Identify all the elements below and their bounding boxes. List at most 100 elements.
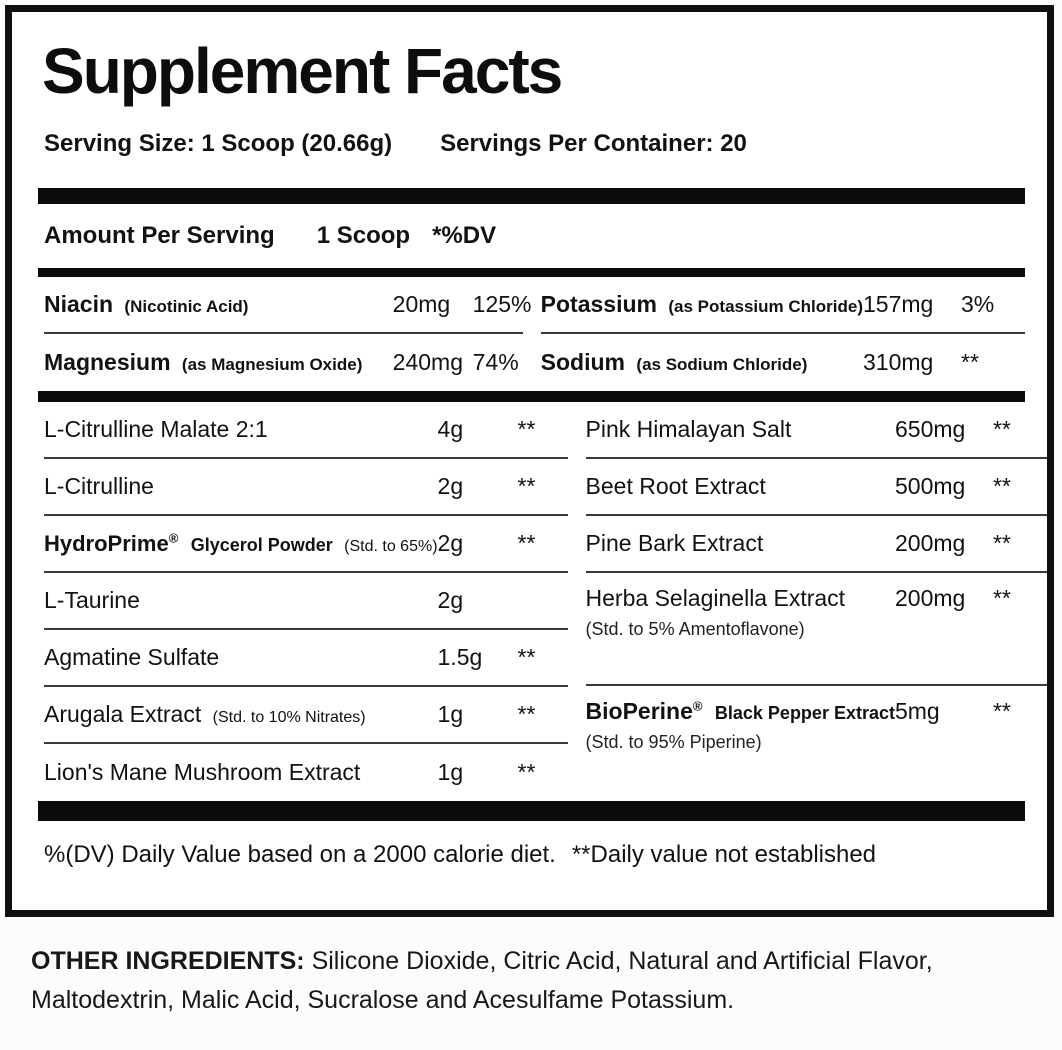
ingredient-amount: 2g	[437, 530, 464, 556]
registered-trademark-icon: ®	[168, 530, 179, 546]
ingredient-standardization: (Std. to 5% Amentoflavone)	[585, 619, 805, 639]
ingredient-cell: Pine Bark Extract	[586, 530, 895, 557]
table-row-agmatine: Agmatine Sulfate 1.5g **	[44, 630, 568, 687]
ingredient-cell: HydroPrime® Glycerol Powder (Std. to 65%…	[44, 530, 438, 557]
ingredient-dv: **	[992, 416, 1011, 442]
ingredient-cell: Herba Selaginella Extract	[586, 585, 895, 612]
ingredient-name: Pink Himalayan Salt	[585, 416, 792, 442]
ingredient-dv: **	[992, 530, 1011, 556]
ingredient-cell: Niacin (Nicotinic Acid)	[44, 291, 393, 318]
header-scoop: 1 Scoop	[316, 222, 411, 249]
ingredient-name: Beet Root Extract	[585, 473, 766, 499]
table-row-pine-bark: Pine Bark Extract 200mg **	[585, 516, 1047, 573]
ingredient-dv: **	[961, 349, 979, 375]
ingredient-amount: 2g	[437, 473, 464, 499]
column-header-row: Amount Per Serving 1 Scoop *%DV	[38, 204, 1025, 268]
table-row-taurine: L-Taurine 2g	[44, 573, 568, 630]
ingredient-amount: 1g	[437, 701, 464, 727]
ingredient-dv: **	[517, 759, 536, 785]
ingredient-detail: (as Potassium Chloride)	[668, 297, 863, 316]
footnote-not-established-text: **Daily value not established	[571, 841, 877, 868]
table-row-sodium: Sodium (as Sodium Chloride) 310mg **	[541, 334, 1025, 391]
ingredient-cell: L-Taurine	[44, 587, 438, 614]
table-row-pink-salt: Pink Himalayan Salt 650mg **	[585, 402, 1047, 459]
ingredient-dv: **	[517, 644, 536, 670]
ingredient-amount: 500mg	[894, 473, 966, 499]
ingredient-name: Lion's Mane Mushroom Extract	[44, 759, 361, 785]
table-row-bioperine: BioPerine® Black Pepper Extract 5mg ** (…	[585, 686, 1047, 799]
divider-bar-mid	[38, 391, 1025, 402]
table-row-hydroprime: HydroPrime® Glycerol Powder (Std. to 65%…	[44, 516, 568, 573]
table-row-lions-mane: Lion's Mane Mushroom Extract 1g **	[44, 744, 568, 801]
table-row-herba-selaginella: Herba Selaginella Extract 200mg ** (Std.…	[585, 573, 1047, 686]
table-row-potassium: Potassium (as Potassium Chloride) 157mg …	[540, 277, 1025, 334]
daily-value-footnote: %(DV) Daily Value based on a 2000 calori…	[38, 821, 1025, 869]
header-dv: *%DV	[432, 222, 497, 249]
panel-title: Supplement Facts	[42, 35, 563, 107]
ingredient-cell: BioPerine® Black Pepper Extract	[586, 698, 895, 725]
ingredient-name: L-Taurine	[44, 587, 140, 613]
divider-bar-under-header	[38, 268, 1025, 277]
ingredient-name: L-Citrulline	[44, 473, 154, 499]
supplement-facts-panel: Supplement Facts Serving Size: 1 Scoop (…	[5, 5, 1054, 917]
table-row-citrulline: L-Citrulline 2g **	[44, 459, 568, 516]
footnote-dv-text: %(DV) Daily Value based on a 2000 calori…	[44, 841, 556, 868]
ingredient-amount: 200mg	[894, 585, 966, 611]
ingredient-name: Niacin	[44, 291, 114, 317]
ingredient-dv: **	[992, 698, 1011, 724]
registered-trademark-icon: ®	[692, 698, 703, 714]
ingredient-name: Magnesium	[44, 349, 171, 375]
ingredient-dv: **	[517, 701, 536, 727]
ingredient-name: Herba Selaginella Extract	[585, 585, 846, 611]
table-row-arugala: Arugala Extract (Std. to 10% Nitrates) 1…	[44, 687, 568, 744]
serving-size: Serving Size: 1 Scoop (20.66g)	[44, 130, 393, 157]
ingredient-cell: Beet Root Extract	[586, 473, 895, 500]
ingredient-standardization: (Std. to 95% Piperine)	[585, 732, 762, 752]
ingredient-detail: (Nicotinic Acid)	[124, 297, 249, 316]
ingredient-name: Agmatine Sulfate	[44, 644, 220, 670]
servings-per-container: Servings Per Container: 20	[440, 130, 747, 157]
ingredient-cell: Arugala Extract (Std. to 10% Nitrates)	[44, 701, 438, 728]
ingredients-column-right: Pink Himalayan Salt 650mg ** Beet Root E…	[585, 402, 1047, 801]
minerals-column-right: Potassium (as Potassium Chloride) 157mg …	[540, 277, 1025, 391]
ingredients-section: L-Citrulline Malate 2:1 4g ** L-Citrulli…	[38, 402, 1047, 801]
ingredient-cell: Pink Himalayan Salt	[586, 416, 895, 443]
ingredient-amount: 240mg	[392, 349, 463, 375]
ingredient-dv: **	[992, 473, 1011, 499]
ingredient-cell: L-Citrulline Malate 2:1	[44, 416, 438, 443]
ingredient-detail: (Std. to 65%)	[344, 538, 438, 555]
ingredients-column-left: L-Citrulline Malate 2:1 4g ** L-Citrulli…	[44, 402, 568, 801]
minerals-column-left: Niacin (Nicotinic Acid) 20mg 125% Magnes…	[44, 277, 532, 391]
divider-bar-thick-bottom	[38, 801, 1025, 821]
ingredient-amount: 20mg	[392, 291, 451, 317]
table-row-beet-root: Beet Root Extract 500mg **	[585, 459, 1047, 516]
table-row-niacin: Niacin (Nicotinic Acid) 20mg 125%	[44, 277, 532, 334]
ingredient-amount: 157mg	[863, 291, 934, 317]
ingredient-name-secondary: Black Pepper Extract	[714, 703, 895, 723]
ingredient-name: Pine Bark Extract	[585, 530, 764, 556]
ingredient-dv: 74%	[472, 349, 519, 375]
other-ingredients-section: OTHER INGREDIENTS: Silicone Dioxide, Cit…	[31, 942, 956, 1020]
ingredient-cell: Sodium (as Sodium Chloride)	[541, 349, 863, 376]
divider-bar-thick-top	[38, 188, 1025, 204]
minerals-section: Niacin (Nicotinic Acid) 20mg 125% Magnes…	[38, 277, 1025, 391]
table-row-magnesium: Magnesium (as Magnesium Oxide) 240mg 74%	[44, 334, 523, 391]
ingredient-amount: 4g	[437, 416, 464, 442]
ingredient-amount: 200mg	[894, 530, 966, 556]
ingredient-amount: 5mg	[894, 698, 940, 724]
ingredient-name-secondary: Glycerol Powder	[190, 535, 333, 555]
ingredient-amount: 1.5g	[437, 644, 483, 670]
ingredient-amount: 1g	[437, 759, 464, 785]
ingredient-name: Arugala Extract	[44, 701, 202, 727]
ingredient-cell: Agmatine Sulfate	[44, 644, 438, 671]
header-amount-per-serving: Amount Per Serving	[44, 222, 275, 249]
ingredient-cell: L-Citrulline	[44, 473, 438, 500]
ingredient-dv: **	[517, 530, 536, 556]
ingredient-detail: (as Magnesium Oxide)	[181, 355, 363, 374]
ingredient-dv: **	[517, 416, 536, 442]
serving-info-row: Serving Size: 1 Scoop (20.66g) Servings …	[44, 130, 1025, 158]
other-ingredients-text: Silicone Dioxide, Citric Acid, Natural a…	[31, 947, 933, 1014]
ingredient-name: Potassium	[540, 291, 657, 317]
ingredient-name: Sodium	[540, 349, 626, 375]
ingredient-cell: Lion's Mane Mushroom Extract	[44, 759, 438, 786]
